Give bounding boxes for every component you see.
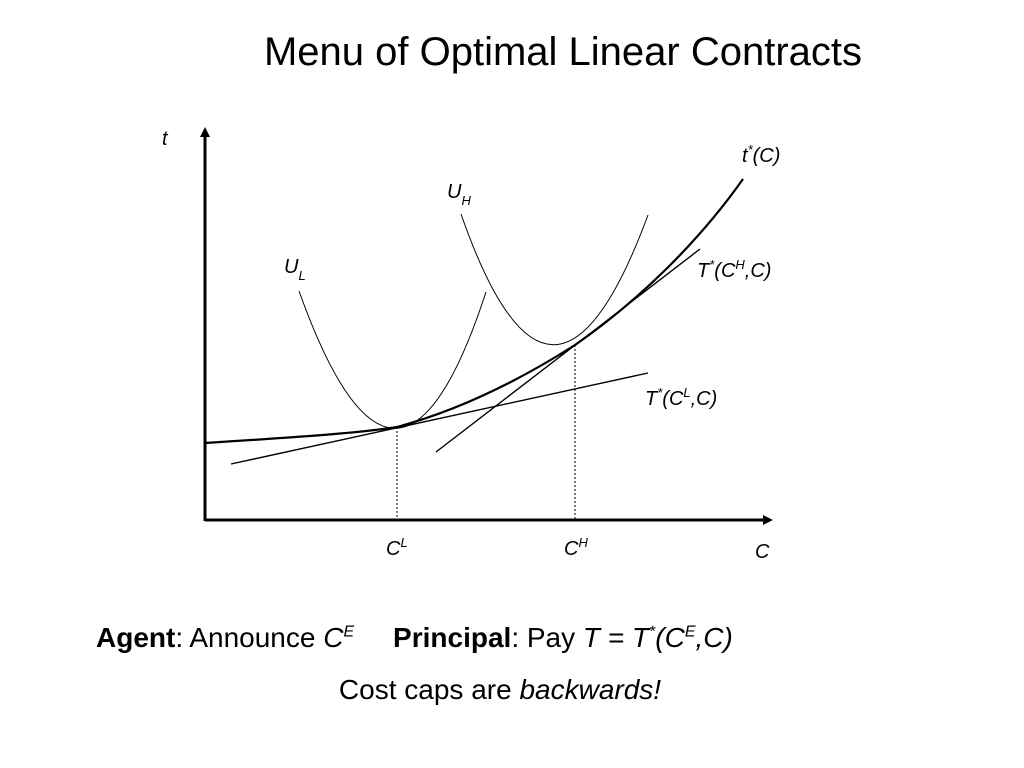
tangent-high-label: T*(CH,C) (697, 257, 771, 282)
principal-eq-sup: * (649, 623, 656, 641)
u-l-label: UL (284, 256, 306, 283)
agent-label: Agent (96, 622, 176, 653)
tangent-low-label: T*(CL,C) (645, 385, 717, 410)
u-h-curve (460, 213, 649, 345)
caption-line-1: Agent: Announce CE Principal: Pay T = T*… (96, 622, 733, 654)
tick-label-ch: CH (564, 535, 588, 560)
u-l-curve (298, 290, 487, 429)
page-title: Menu of Optimal Linear Contracts (263, 30, 863, 74)
tangent-low-line (230, 372, 649, 465)
line2-emph: backwards! (519, 674, 662, 705)
agent-text: : Announce (175, 622, 324, 653)
agent-var: C (323, 622, 344, 653)
line2-text: Cost caps are (338, 674, 520, 705)
caption-line-2: Cost caps are backwards! (0, 674, 1000, 706)
principal-eq-c: ,C) (695, 622, 733, 653)
principal-text: : Pay (511, 622, 583, 653)
tick-label-cl: CL (386, 535, 408, 560)
agent-var-sup: E (343, 623, 355, 641)
principal-label: Principal (393, 622, 512, 653)
t-star-label: t*(C) (742, 142, 780, 167)
principal-eq-sup2: E (684, 623, 696, 641)
principal-eq-b: (C (655, 622, 685, 653)
tangent-high-line (435, 248, 701, 453)
y-axis-label: t (162, 128, 169, 150)
u-h-label: UH (447, 181, 471, 208)
t-star-curve (204, 178, 744, 445)
principal-eq-a: T = T (582, 622, 650, 653)
x-axis-label: C (755, 541, 770, 563)
